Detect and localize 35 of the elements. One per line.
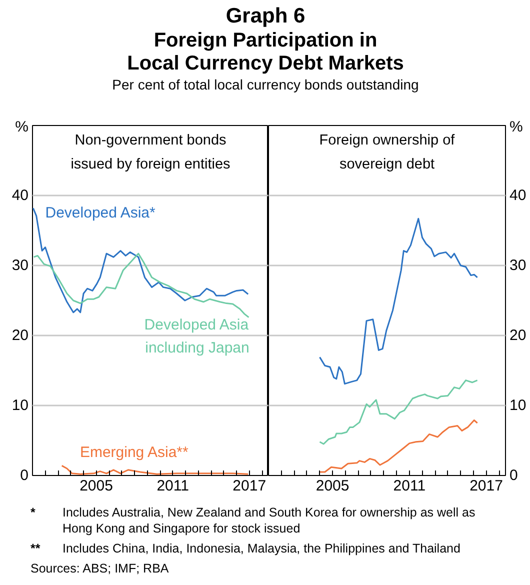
x-tick-label: 2011 [156, 478, 189, 494]
x-tick-label: 2017 [232, 478, 266, 494]
line-series [32, 207, 249, 314]
line-series [318, 218, 478, 385]
y-tick-label: 10 [510, 397, 526, 414]
y-tick-label: 10 [12, 397, 29, 414]
y-tick-label: 20 [12, 327, 29, 344]
x-tick-label: 2005 [80, 478, 113, 494]
source-note: Sources: ABS; IMF; RBA [30, 562, 170, 576]
text: Graph 6 [226, 4, 306, 28]
y-tick-label: 0 [20, 467, 28, 484]
text: * Includes Australia, New Zealand and South Korea for ownership as well as Hong Kong and Singapore for stock issued [30, 506, 476, 536]
series-label: Emerging Asia** [80, 444, 188, 461]
series-label: Developed Asia* [45, 204, 156, 222]
line-series [318, 419, 478, 473]
series-label: Developed Asia including Japan [144, 316, 250, 357]
y-tick-label: 30 [510, 257, 526, 274]
y-tick-label: % [15, 118, 29, 136]
line-series [33, 252, 250, 318]
x-tick-label: 2017 [470, 478, 503, 494]
y-tick-label: 40 [510, 187, 526, 204]
y-tick-label: 40 [12, 187, 29, 204]
y-tick-label: 20 [510, 327, 526, 344]
y-tick-label: 0 [510, 467, 518, 484]
text: Foreign Participation in Local Currency Debt Markets [127, 30, 404, 74]
text: ** Includes China, India, Indonesia, Malaysia, the Philippines and Thailand [30, 542, 460, 556]
x-tick-label: 2011 [393, 478, 426, 494]
y-tick-label: 30 [12, 257, 29, 274]
line-series [318, 380, 478, 445]
text: Foreign ownership of sovereign debt [319, 132, 456, 172]
x-tick-label: 2005 [316, 478, 350, 494]
text: Non-government bonds issued by foreign entities [70, 132, 230, 172]
line-series [61, 464, 249, 475]
y-tick-label: % [510, 118, 523, 136]
text: Per cent of total local currency bonds outstanding [112, 76, 419, 92]
